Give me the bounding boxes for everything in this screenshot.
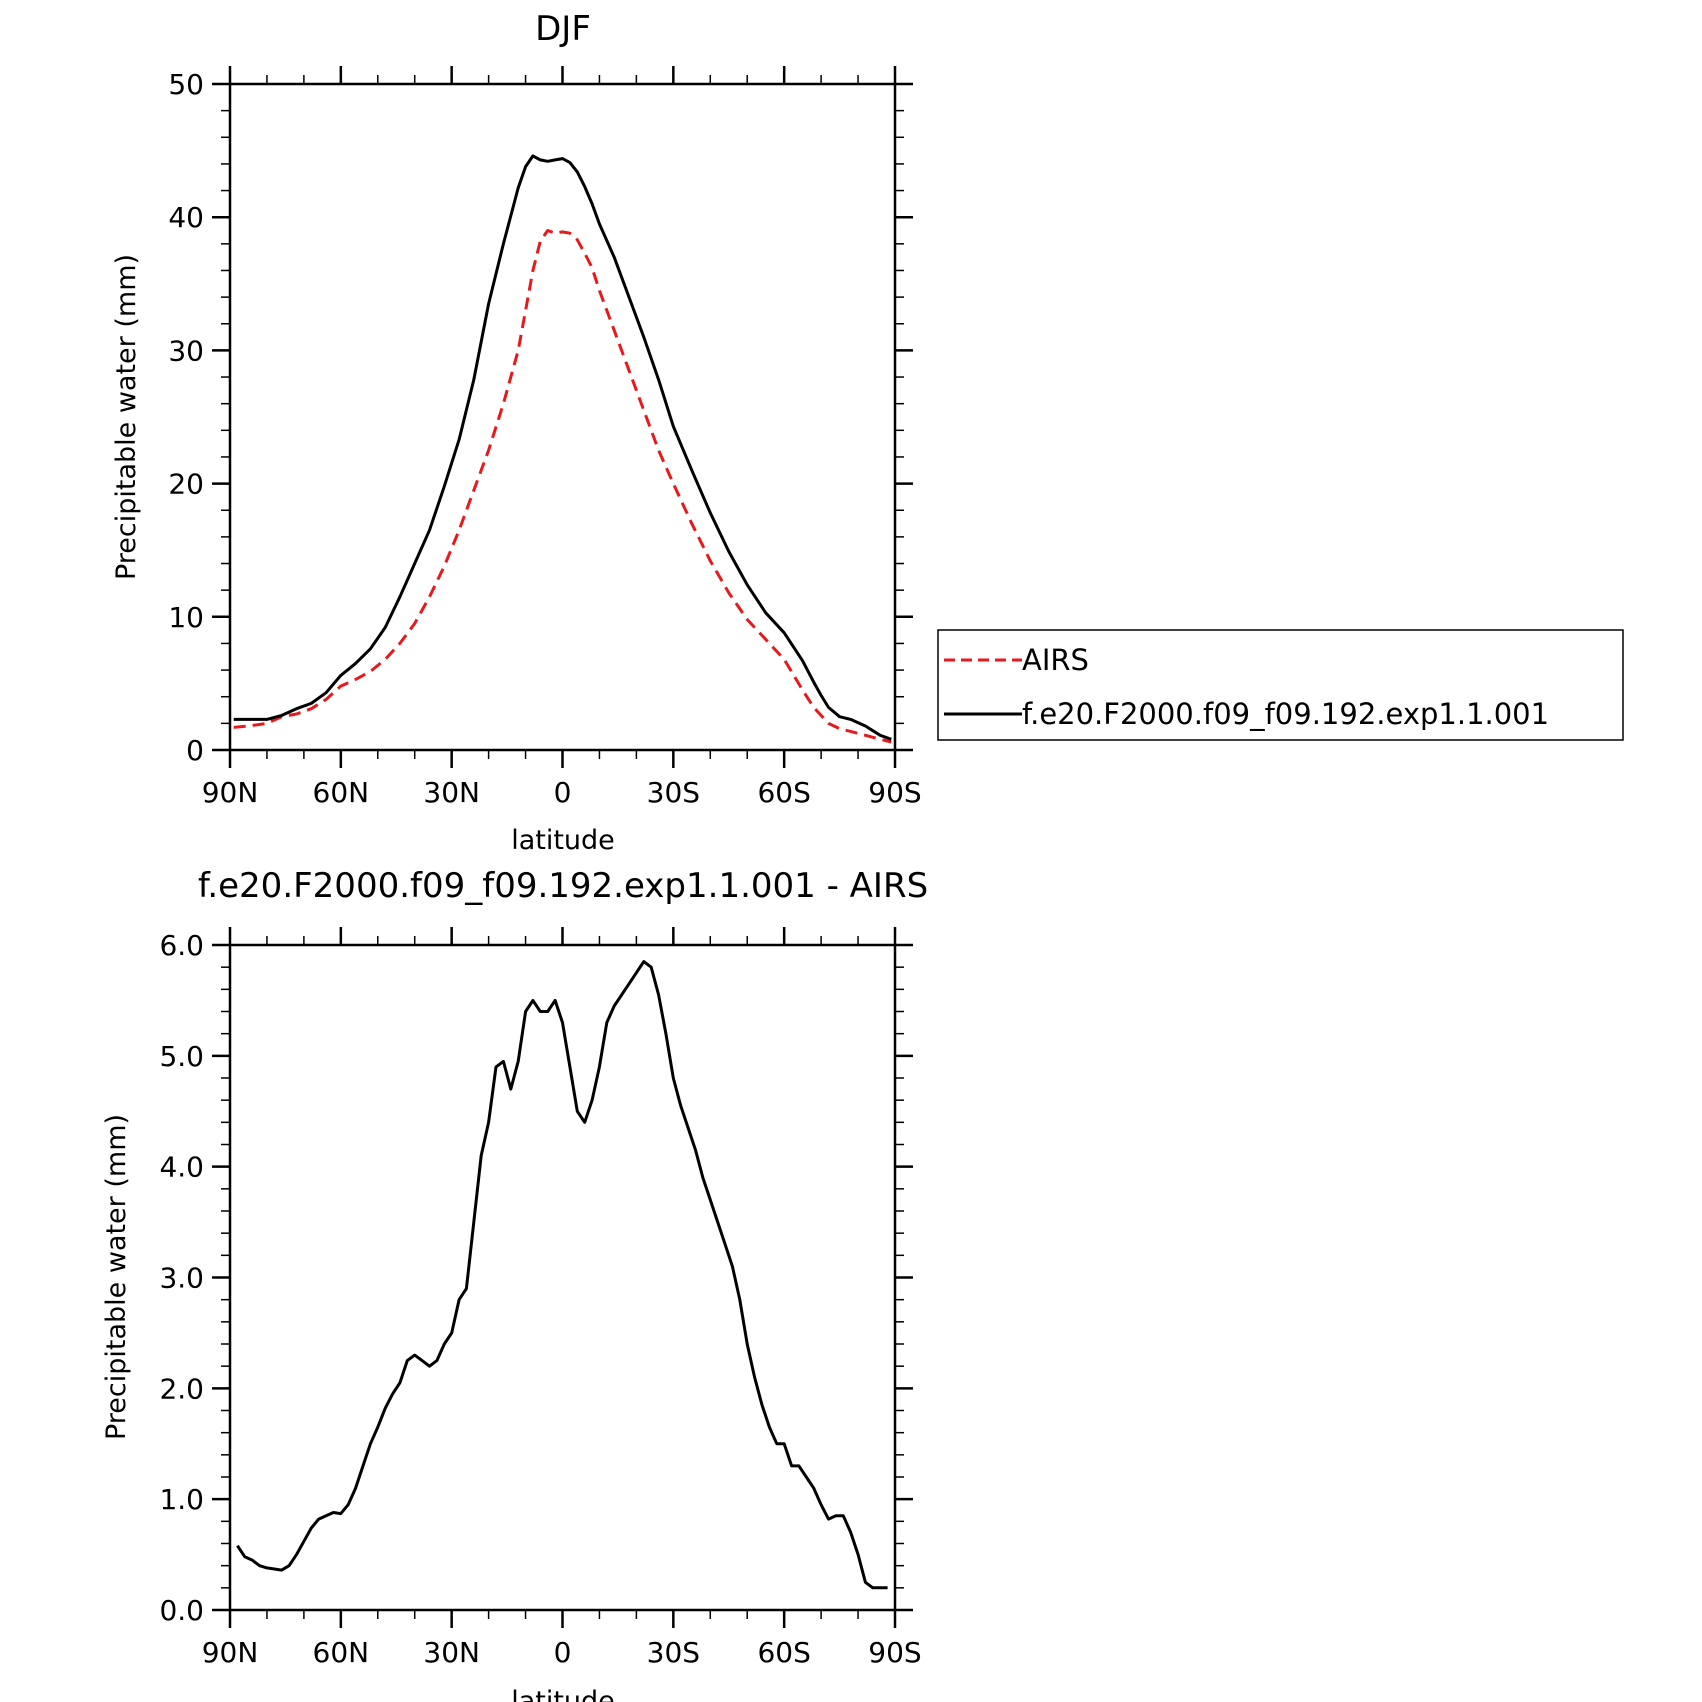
series-line-top-1: [233, 154, 892, 741]
lines-top: [233, 154, 892, 744]
y-tick-label: 0: [186, 734, 204, 767]
legend-box: [937, 629, 1624, 741]
chart-title-top: DJF: [535, 9, 591, 49]
x-tick-label: 60N: [313, 1636, 370, 1669]
x-tick-label: 30S: [647, 776, 700, 809]
legend: AIRS f.e20.F2000.f09_f09.192.exp1.1.001: [937, 629, 1624, 741]
series-line-top-0: [233, 229, 892, 744]
y-tick-label: 2.0: [159, 1372, 204, 1405]
ticks-bottom: [212, 927, 913, 1628]
x-tick-label: 60S: [757, 1636, 810, 1669]
x-tick-label: 0: [554, 1636, 572, 1669]
y-tick-label: 4.0: [159, 1151, 204, 1184]
y-tick-label: 20: [168, 468, 204, 501]
x-tick-label: 90N: [202, 1636, 259, 1669]
tick-labels-top: 0 10 20 30 40 50 90N 60N 30N 0 30S 60S 90S: [168, 68, 921, 809]
x-axis-title-top: latitude: [511, 825, 615, 856]
y-tick-label: 40: [168, 201, 204, 234]
y-tick-label: 3.0: [159, 1262, 204, 1295]
plot-frame-bottom: [228, 943, 897, 1612]
y-tick-label: 5.0: [159, 1040, 204, 1073]
y-tick-label: 10: [168, 601, 204, 634]
x-tick-label: 30N: [423, 776, 480, 809]
x-axis-title-bottom: latitude: [511, 1686, 615, 1702]
y-tick-label: 50: [168, 68, 204, 101]
tick-labels-bottom: 0.0 1.0 2.0 3.0 4.0 5.0 6.0 90N 60N 30N 0 30S 60S 90S: [159, 929, 921, 1669]
x-tick-label: 90S: [868, 776, 921, 809]
y-tick-label: 0.0: [159, 1594, 204, 1627]
panel-top: DJF 0 10 20 30 40 50 90N 60N 30N 0 30S 60S 90S latit…: [111, 9, 922, 856]
y-tick-label: 30: [168, 334, 204, 367]
plot-frame-top: [228, 82, 897, 752]
ticks-top: [212, 66, 913, 768]
x-tick-label: 30S: [647, 1636, 700, 1669]
y-tick-label: 6.0: [159, 929, 204, 962]
x-tick-label: 60S: [757, 776, 810, 809]
y-tick-label: 1.0: [159, 1483, 204, 1516]
legend-label-model: f.e20.F2000.f09_f09.192.exp1.1.001: [1022, 697, 1549, 731]
legend-label-airs: AIRS: [1022, 643, 1089, 677]
x-tick-label: 30N: [423, 1636, 480, 1669]
x-tick-label: 60N: [313, 776, 370, 809]
panel-bottom: f.e20.F2000.f09_f09.192.exp1.1.001 - AIR…: [101, 866, 928, 1702]
x-tick-label: 90N: [202, 776, 259, 809]
y-axis-title-bottom: Precipitable water (mm): [101, 1114, 132, 1440]
lines-bottom: [236, 960, 888, 1590]
chart-title-bottom: f.e20.F2000.f09_f09.192.exp1.1.001 - AIR…: [198, 866, 928, 906]
series-line-bottom-0: [236, 960, 888, 1590]
x-tick-label: 0: [554, 776, 572, 809]
y-axis-title-top: Precipitable water (mm): [111, 254, 142, 580]
x-tick-label: 90S: [868, 1636, 921, 1669]
